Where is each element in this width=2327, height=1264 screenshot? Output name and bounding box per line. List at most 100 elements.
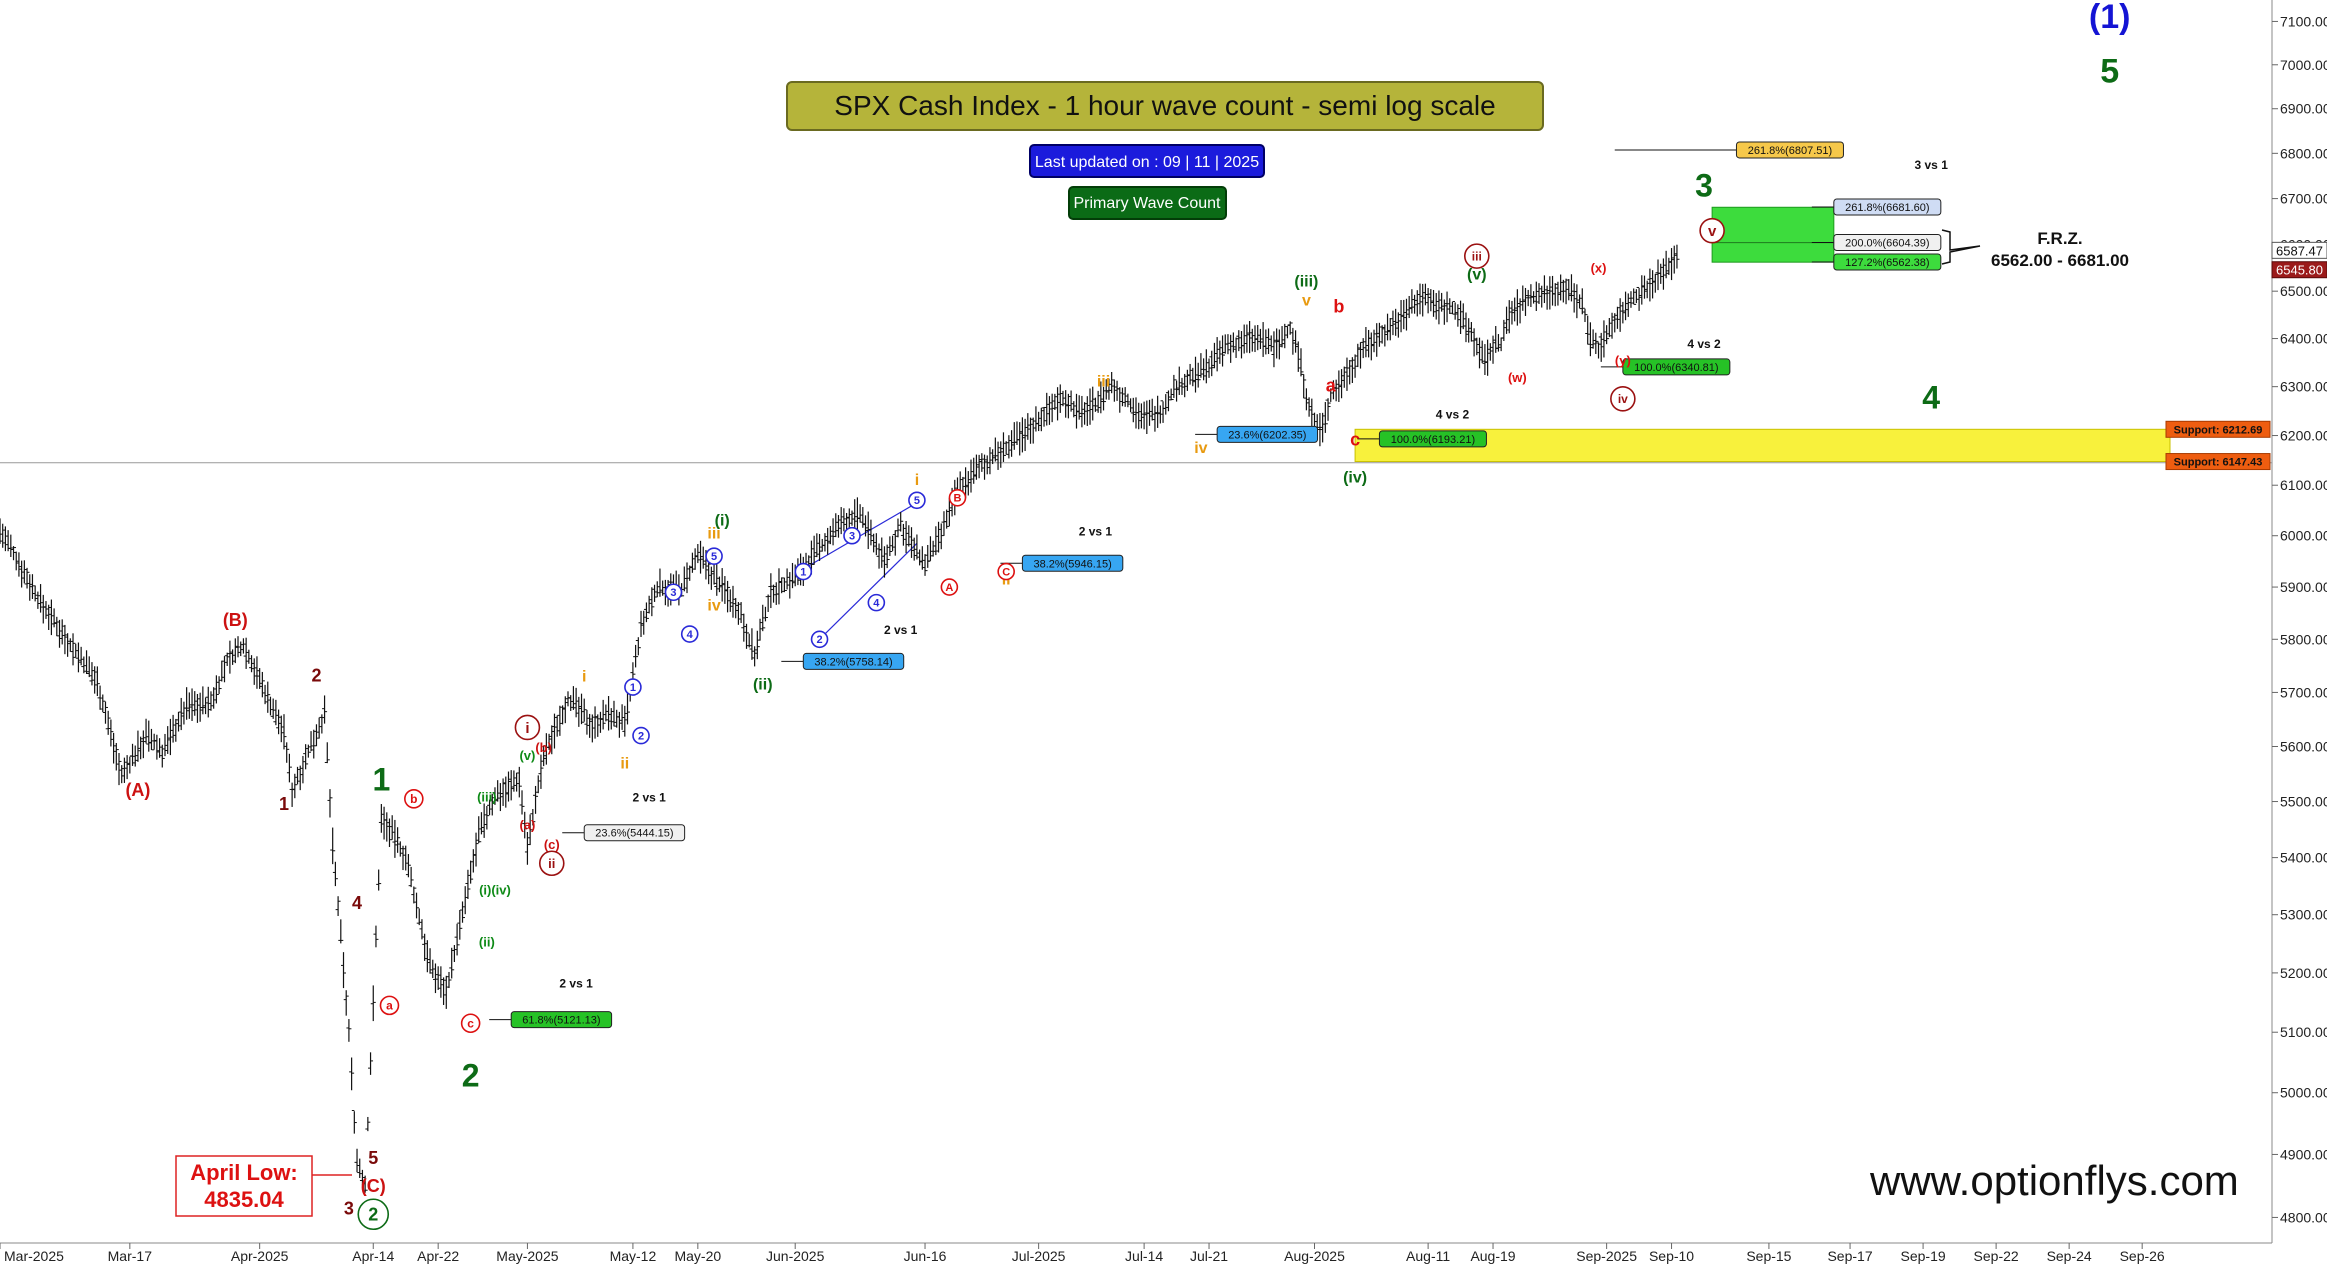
wave-label: (v): [1467, 266, 1487, 283]
wave-label: (iii): [477, 790, 497, 805]
wave-label: (ii): [479, 935, 495, 950]
wave-label: 4: [352, 893, 362, 913]
wave-circle-label: A: [945, 582, 953, 594]
frz-brace: [1941, 229, 1981, 265]
wave-circle: [664, 583, 683, 602]
x-tick-label: Aug-11: [1406, 1248, 1450, 1264]
y-tick-label: 6000.00: [2280, 528, 2327, 544]
last-price-tag-2: [2271, 261, 2327, 279]
wave-circle-label: ii: [548, 856, 555, 871]
wave-label: i: [582, 669, 586, 686]
fib-level-label: 38.2%(5758.14): [814, 656, 892, 668]
wave-label: 2: [311, 666, 321, 686]
wave-label: (c): [544, 837, 560, 852]
wave-label: (b): [535, 740, 552, 755]
y-tick-label: 7000.00: [2280, 57, 2327, 73]
y-tick-label: 5500.00: [2280, 794, 2327, 810]
wave-channels: [803, 502, 918, 640]
x-tick-label: Apr-22: [417, 1248, 459, 1264]
fib-level-label: 38.2%(5946.15): [1033, 558, 1111, 570]
y-tick-label: 5600.00: [2280, 738, 2327, 754]
wave-circle: [1610, 386, 1636, 412]
fib-level-label: 200.0%(6604.39): [1845, 238, 1929, 250]
x-tick-label: Jun-2025: [766, 1248, 825, 1264]
y-tick-label: 6800.00: [2280, 145, 2327, 161]
wave-label: 3: [1695, 167, 1713, 203]
wave-label: i: [915, 472, 919, 489]
wave-circle-label: 4: [687, 629, 694, 641]
wave-circle: [940, 578, 959, 596]
wave-circle: [948, 488, 967, 507]
wave-circle: [794, 562, 813, 581]
wave-label: iii: [707, 525, 720, 542]
fib-level-label: 100.0%(6193.21): [1391, 434, 1475, 446]
title-box: [786, 81, 1544, 131]
wave-label: (v): [519, 748, 535, 763]
fib-level-label: 23.6%(6202.35): [1228, 429, 1306, 441]
wave-circle: [867, 593, 886, 612]
wave-circle-label: iii: [1472, 249, 1482, 263]
x-tick-label: Mar-2025: [4, 1248, 64, 1264]
wave-label: (i): [715, 513, 730, 530]
wave-circle: [538, 850, 565, 877]
x-axis: Mar-2025 Mar-17 Apr-2025 Apr-14 Apr-22 May-20…: [0, 1243, 2165, 1264]
fib-level-box: [583, 824, 686, 842]
fib-level-box: [1216, 425, 1319, 443]
x-tick-label: Apr-14: [352, 1248, 394, 1264]
y-tick-label: 5100.00: [2280, 1024, 2327, 1040]
y-tick-label: 5800.00: [2280, 631, 2327, 647]
fibonacci-reversal-zone: [1711, 206, 1835, 263]
updated-box: [1029, 144, 1265, 178]
count-box: [1068, 186, 1227, 220]
y-tick-label: 5200.00: [2280, 965, 2327, 981]
last-price-tags: 6587.47 6545.80: [2271, 241, 2327, 279]
support-tag-label: Support: 6212.69: [2174, 424, 2263, 436]
y-tick-label: 5300.00: [2280, 907, 2327, 923]
frz-title: F.R.Z.: [2037, 229, 2082, 248]
wave-label: (A): [125, 780, 150, 800]
x-tick-label: May-12: [610, 1248, 657, 1264]
fib-note: 4 vs 2: [1436, 407, 1470, 421]
wave-circle: [908, 491, 926, 510]
x-tick-label: May-20: [674, 1248, 721, 1264]
wave-label: iii: [1097, 374, 1110, 391]
wave-label: v: [1302, 292, 1311, 309]
price-bars: [0, 244, 1680, 1193]
y-tick-label: 7100.00: [2280, 13, 2327, 29]
x-tick-label: Sep-26: [2120, 1248, 2165, 1264]
fib-levels: 261.8%(6807.51) 261.8%(6681.60) 200.0%(660…: [489, 141, 1942, 1029]
x-tick-label: Aug-19: [1470, 1248, 1515, 1264]
fib-note: 2 vs 1: [1079, 525, 1113, 539]
wave-circle: [680, 625, 699, 643]
wave-circle-label: 2: [816, 634, 822, 646]
wave-label: 1: [279, 794, 289, 814]
fib-note: 4 vs 2: [1687, 337, 1721, 351]
wave-circle-label: 3: [849, 531, 855, 543]
wave-label: 2: [462, 1058, 480, 1094]
wave-circle: [705, 547, 723, 565]
wave-circle-label: C: [1002, 567, 1010, 579]
wave-circle: [1464, 243, 1490, 269]
wave-label: ii: [620, 755, 629, 772]
x-tick-label: Jun-16: [904, 1248, 947, 1264]
last-price-tag: [2271, 241, 2327, 259]
wave-label: c: [1350, 429, 1360, 449]
y-tick-label: 5900.00: [2280, 579, 2327, 595]
wave-circle-label: v: [1708, 223, 1717, 240]
wave-labels: (1)53412(A)(B)21453(C)(i)(iv)(iii)(ii)(v…: [125, 0, 2130, 1218]
fib-level-box: [1735, 141, 1844, 159]
fib-level-label: 261.8%(6681.60): [1845, 202, 1929, 214]
x-tick-label: Mar-17: [108, 1248, 153, 1264]
support-tag-label: Support: 6147.43: [2174, 457, 2263, 469]
wave-circle: [357, 1198, 390, 1231]
wave-circle-label: 2: [368, 1205, 378, 1225]
wave-circle-label: 5: [914, 495, 920, 507]
x-tick-label: Apr-2025: [231, 1248, 289, 1264]
wave-circle-label: a: [386, 999, 393, 1013]
wave-circle-label: 1: [800, 567, 806, 579]
y-tick-label: 6100.00: [2280, 477, 2327, 493]
wave-circle: [1699, 217, 1725, 244]
wave-circle-label: iv: [1618, 392, 1628, 406]
wave-label: (ii): [753, 677, 773, 694]
